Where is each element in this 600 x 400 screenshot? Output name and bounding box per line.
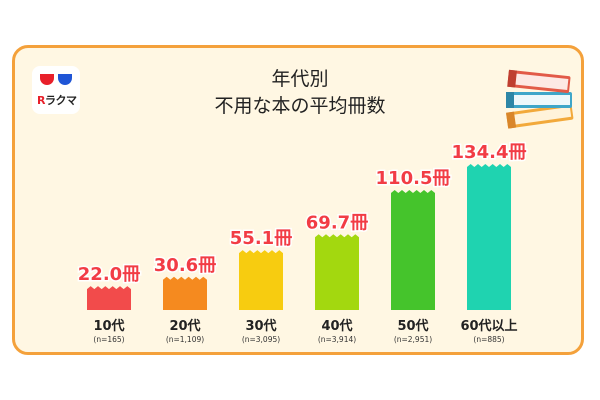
books-illustration-icon (506, 69, 574, 129)
category-label-2: 30代 (245, 318, 276, 334)
logo-red-cup-icon (40, 74, 54, 85)
category-label-0: 10代 (93, 318, 124, 334)
sample-size-label-0: (n=165) (93, 335, 124, 344)
bar-2 (239, 250, 283, 310)
value-label-5: 134.4冊 (452, 142, 527, 163)
sample-size-label-4: (n=2,951) (394, 335, 432, 344)
logo-wordmark: Rラクマ (37, 92, 77, 108)
logo-blue-cup-icon (58, 74, 72, 85)
value-label-1: 30.6冊 (154, 255, 216, 276)
bar-1 (163, 276, 207, 310)
category-label-3: 40代 (321, 318, 352, 334)
value-label-2: 55.1冊 (230, 228, 292, 249)
rakuma-logo: Rラクマ (32, 66, 80, 114)
sample-size-label-1: (n=1,109) (166, 335, 204, 344)
chart-title-line-2: 不用な本の平均冊数 (214, 95, 386, 117)
sample-size-label-2: (n=3,095) (242, 335, 280, 344)
sample-size-label-3: (n=3,914) (318, 335, 356, 344)
chart-title-line-1: 年代別 (271, 68, 329, 90)
logo-text: ラクマ (44, 94, 77, 107)
value-label-0: 22.0冊 (78, 264, 140, 285)
category-label-5: 60代以上 (460, 318, 517, 334)
value-label-3: 69.7冊 (306, 212, 368, 233)
bar-3 (315, 234, 359, 310)
bar-5 (467, 164, 511, 310)
category-label-1: 20代 (169, 318, 200, 334)
bar-0 (87, 286, 131, 310)
category-label-4: 50代 (397, 318, 428, 334)
bar-4 (391, 189, 435, 310)
value-label-4: 110.5冊 (376, 168, 451, 189)
sample-size-label-5: (n=885) (473, 335, 504, 344)
logo-r-mark: R (37, 94, 45, 107)
